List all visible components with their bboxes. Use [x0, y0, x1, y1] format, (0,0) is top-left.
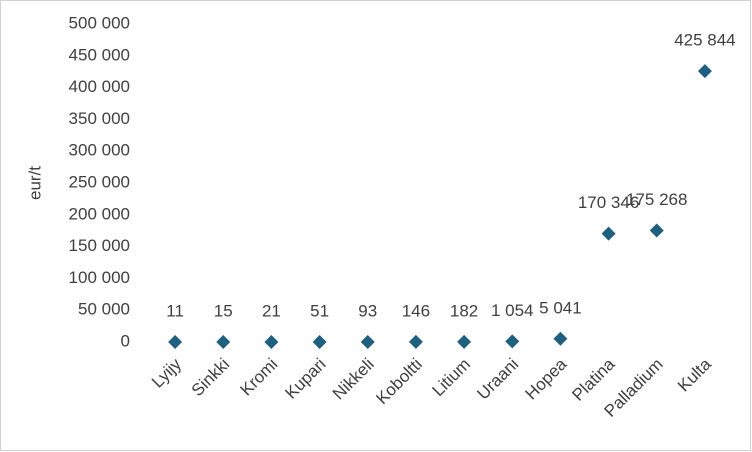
marker: [168, 334, 183, 349]
marker: [312, 334, 327, 349]
data-label: 175 268: [626, 190, 687, 209]
y-tick-label: 150 000: [69, 236, 130, 255]
data-label: 51: [310, 301, 329, 320]
marker: [360, 334, 375, 349]
y-tick-label: 450 000: [69, 45, 130, 64]
y-tick-label: 350 000: [69, 109, 130, 128]
y-tick-label: 0: [121, 331, 130, 350]
y-tick-label: 400 000: [69, 77, 130, 96]
marker: [457, 334, 472, 349]
y-tick-label: 500 000: [69, 13, 130, 32]
marker: [216, 334, 231, 349]
data-label: 21: [262, 301, 281, 320]
data-label: 146: [402, 301, 430, 320]
marker: [505, 334, 520, 349]
y-axis-label: eur/t: [25, 166, 44, 200]
marker: [649, 223, 664, 238]
marker: [264, 334, 279, 349]
data-label: 170 346: [578, 193, 639, 212]
marker: [601, 226, 616, 241]
data-label: 15: [214, 301, 233, 320]
y-tick-label: 250 000: [69, 172, 130, 191]
data-label: 425 844: [674, 31, 735, 50]
data-label: 11: [166, 301, 184, 320]
marker: [408, 334, 423, 349]
y-tick-label: 100 000: [69, 268, 130, 287]
marker: [697, 64, 712, 79]
y-tick-label: 50 000: [78, 300, 130, 319]
data-label: 1 054: [491, 301, 534, 320]
y-tick-label: 300 000: [69, 141, 130, 160]
data-label: 5 041: [539, 298, 582, 317]
marker: [553, 331, 568, 346]
data-label: 182: [450, 301, 478, 320]
y-tick-label: 200 000: [69, 204, 130, 223]
data-label: 93: [358, 301, 377, 320]
